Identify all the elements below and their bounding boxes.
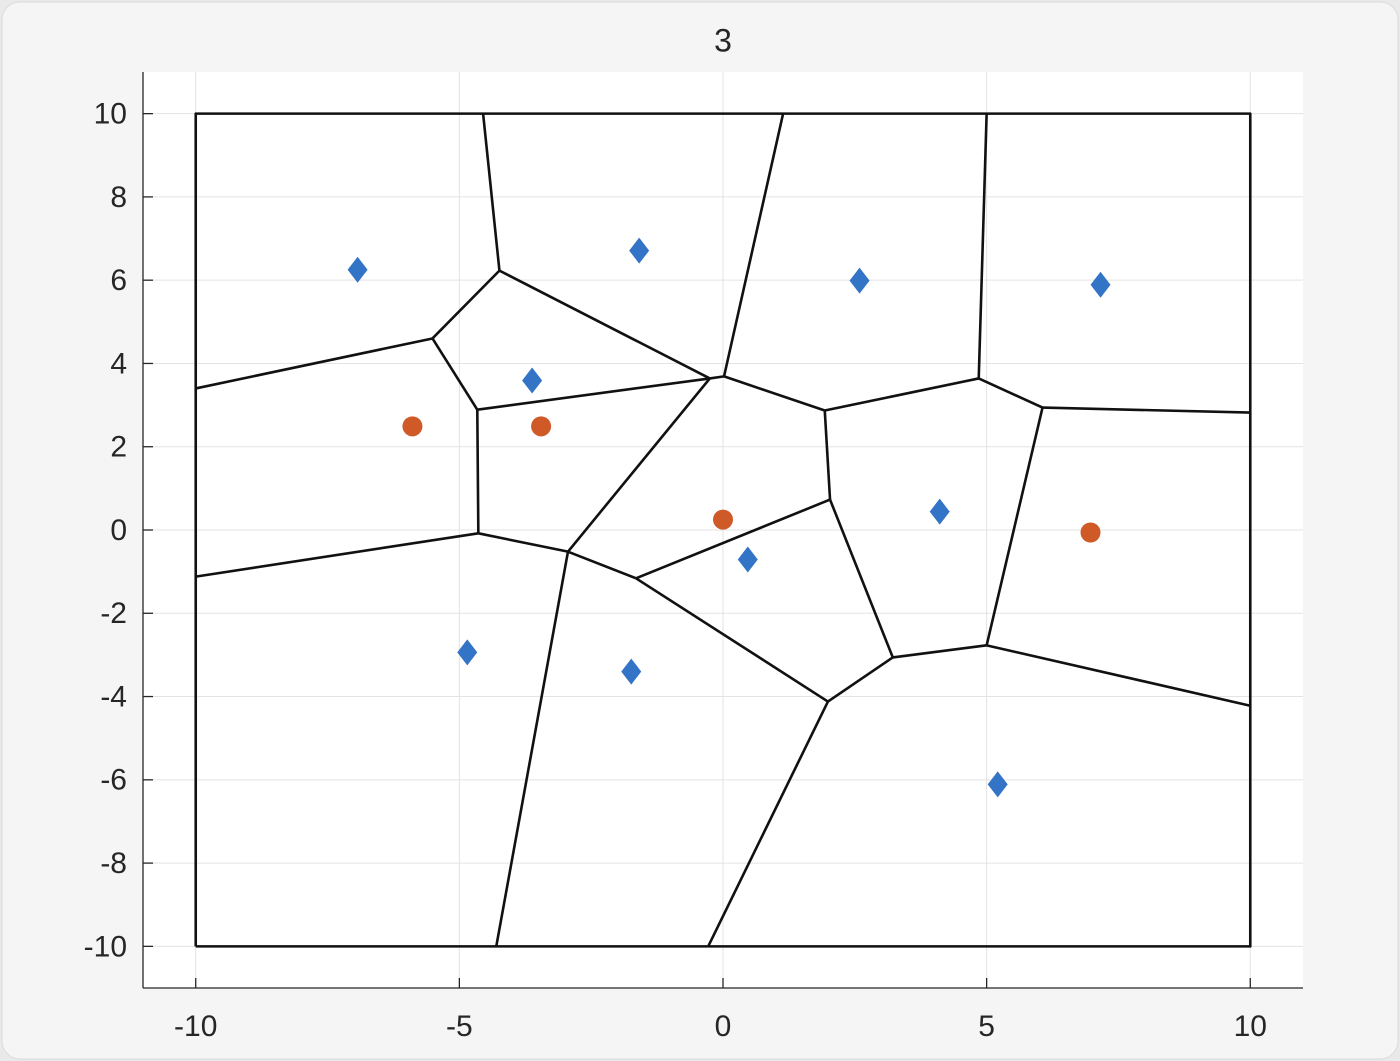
voronoi-edge — [827, 656, 894, 703]
voronoi-edge — [978, 377, 1044, 409]
y-tick-label: 8 — [110, 181, 127, 214]
diamond-point — [522, 367, 543, 394]
y-tick-label: -10 — [84, 930, 127, 963]
voronoi-edge — [986, 644, 1251, 707]
x-tick-label: 0 — [715, 1010, 732, 1043]
y-tick-label: 2 — [110, 431, 127, 464]
y-tick-label: -2 — [100, 597, 127, 630]
voronoi-edge — [709, 375, 725, 380]
diamond-point — [457, 639, 478, 666]
voronoi-edge — [1042, 406, 1251, 414]
voronoi-edge — [195, 532, 479, 578]
voronoi-edge — [723, 375, 826, 412]
voronoi-edge — [481, 113, 501, 271]
x-tick-label: -10 — [174, 1010, 217, 1043]
voronoi-edge — [828, 499, 894, 658]
voronoi-edge — [478, 532, 569, 553]
voronoi-edge — [431, 269, 501, 340]
circle-point — [531, 416, 552, 437]
diamond-point — [737, 546, 758, 573]
diamond-point — [929, 498, 950, 525]
voronoi-edge — [823, 410, 832, 500]
voronoi-edge — [892, 644, 987, 659]
voronoi-edge — [194, 112, 1252, 948]
diamond-point — [987, 771, 1008, 798]
y-tick-label: 0 — [110, 514, 127, 547]
diamond-point — [621, 658, 642, 685]
y-tick-label: 10 — [94, 98, 127, 131]
voronoi-edge — [195, 337, 433, 390]
chart-title: 3 — [714, 22, 732, 58]
voronoi-edge — [567, 550, 637, 580]
voronoi-edge — [824, 377, 979, 412]
circle-point — [1080, 522, 1101, 543]
voronoi-edge — [566, 377, 711, 553]
diamond-point — [849, 267, 870, 294]
voronoi-edge — [707, 700, 830, 947]
voronoi-edge — [431, 337, 479, 411]
voronoi-edge — [635, 577, 829, 703]
y-tick-label: 4 — [110, 347, 127, 380]
diamond-point — [1090, 271, 1111, 298]
circle-point — [402, 416, 423, 437]
y-tick-label: -6 — [100, 764, 127, 797]
x-tick-label: 10 — [1234, 1010, 1267, 1043]
voronoi-edge — [494, 551, 570, 947]
x-tick-label: -5 — [446, 1010, 473, 1043]
diamond-point — [629, 237, 650, 264]
y-tick-label: -4 — [100, 680, 127, 713]
voronoi-edge — [985, 407, 1044, 646]
y-tick-label: 6 — [110, 264, 127, 297]
diamond-point — [347, 256, 368, 283]
voronoi-edge — [498, 269, 711, 380]
voronoi-edge — [635, 498, 831, 580]
voronoi-edge — [477, 377, 710, 411]
voronoi-edge — [475, 409, 480, 534]
y-tick-label: -8 — [100, 847, 127, 880]
voronoi-edge — [977, 113, 988, 379]
circle-point — [713, 509, 733, 530]
voronoi-edge — [722, 113, 785, 377]
x-tick-label: 5 — [978, 1010, 995, 1043]
